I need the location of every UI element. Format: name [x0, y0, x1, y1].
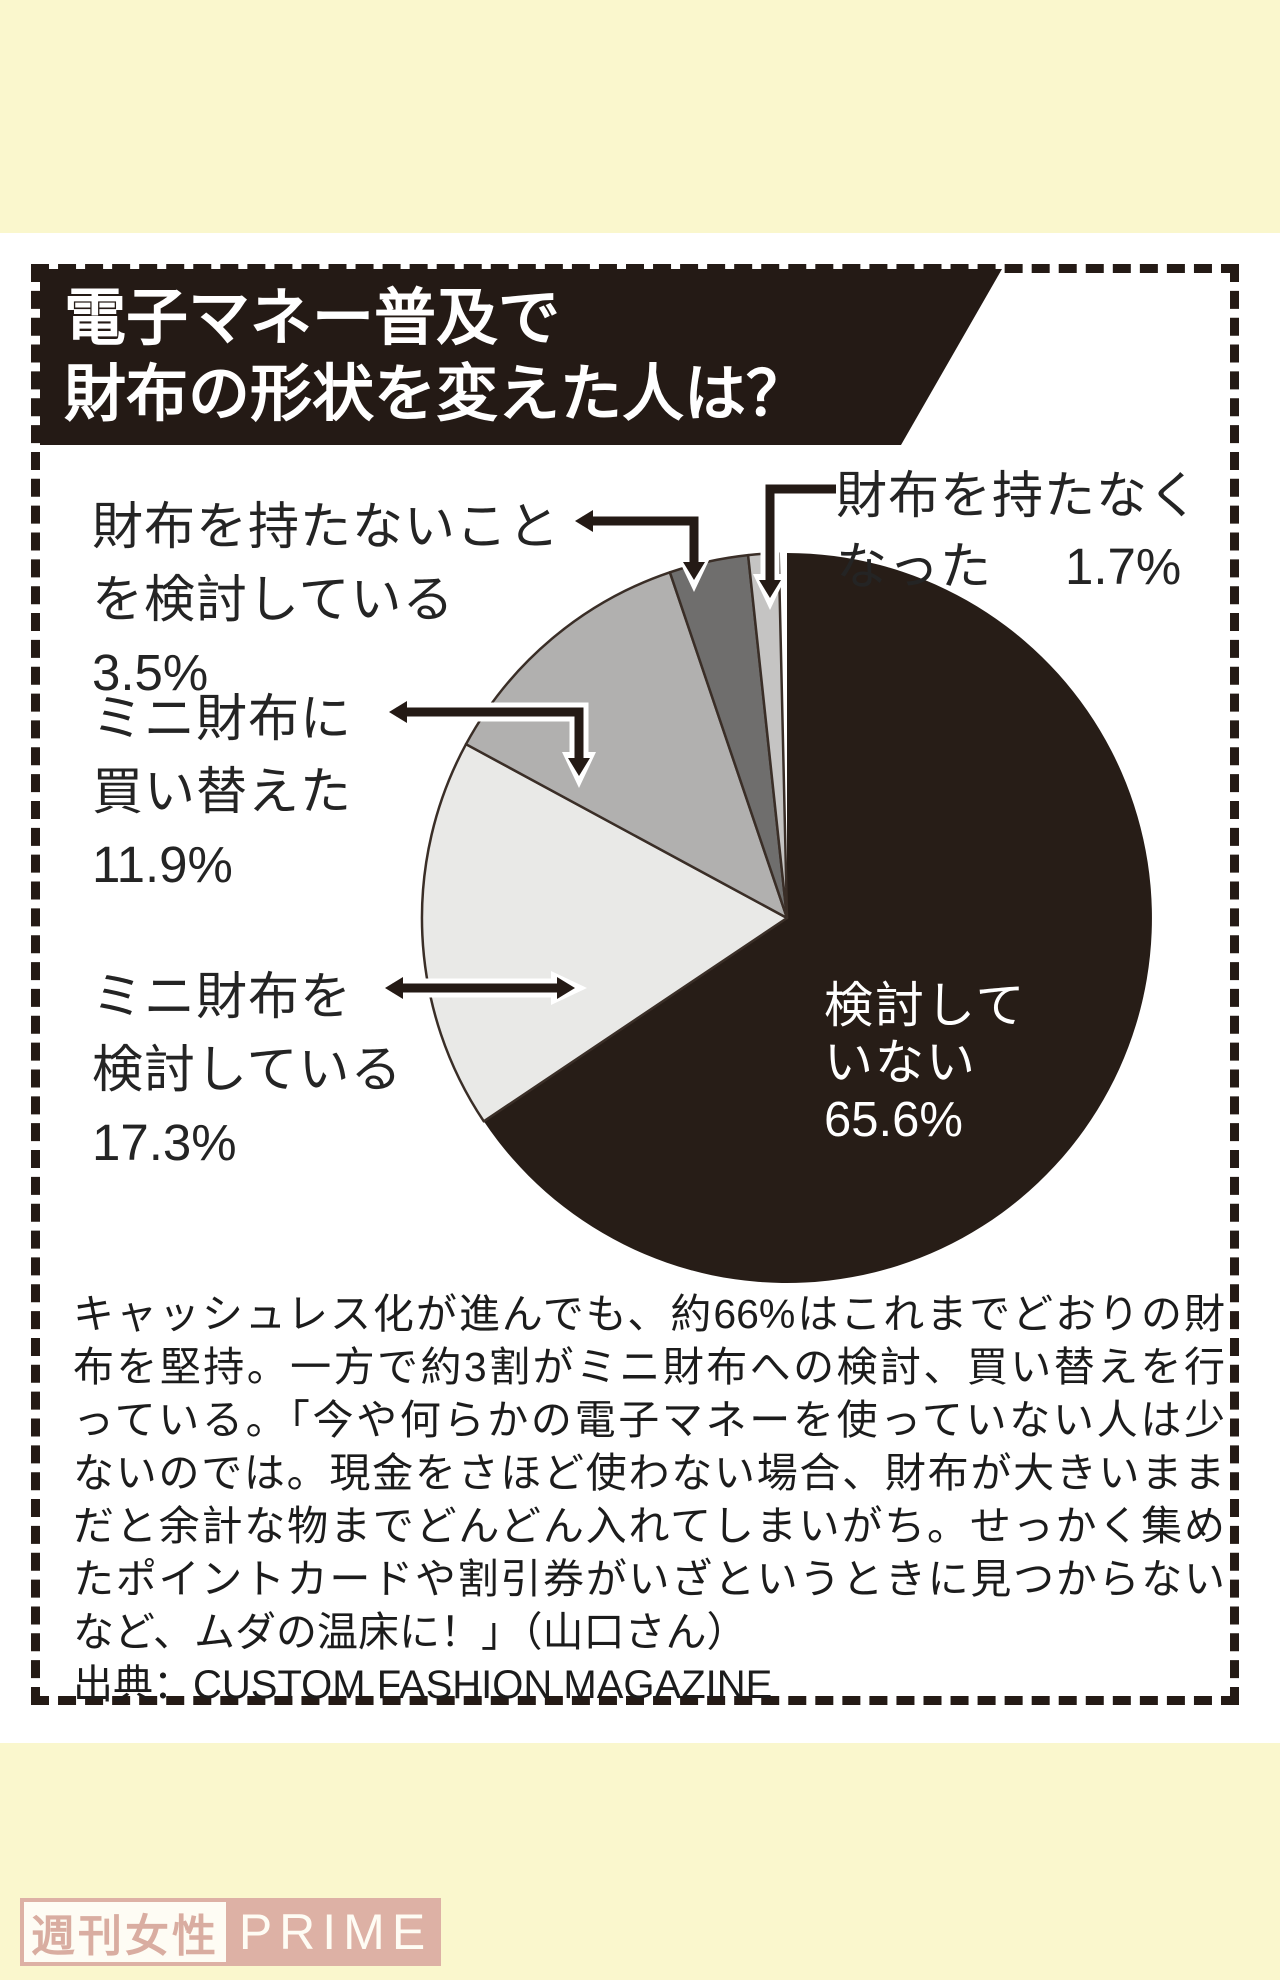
caption-line: 布を堅持。一方で約3割がミニ財布への検討、買い替えを行 [73, 1344, 1225, 1390]
label-line: を検討している [92, 571, 455, 628]
label-no-wallet-now: 財布を持たなく なった 1.7% [836, 460, 1200, 602]
dashed-border-frame [31, 264, 1239, 1705]
label-not-considering: 検討して いない 65.6% [824, 978, 1027, 1149]
label-line: 検討している [92, 1041, 403, 1098]
title-line-1: 電子マネー普及で [64, 284, 561, 353]
source-credit: 出典：CUSTOM FASHION MAGAZINE [73, 1663, 773, 1707]
label-line: 買い替えた [92, 763, 353, 820]
label-line: なった [836, 538, 993, 595]
label-line: いない [824, 1036, 978, 1090]
title-line-2: 財布の形状を変えた人は？ [64, 360, 809, 429]
logo-right-box: PRIME [230, 1898, 441, 1966]
caption-line: キャッシュレス化が進んでも、約66%はこれまでどおりの財 [73, 1291, 1225, 1337]
shukan-josei-prime-logo: 週刊女性 PRIME [20, 1898, 441, 1966]
caption-paragraph: キャッシュレス化が進んでも、約66%はこれまでどおりの財 布を堅持。一方で約3割… [73, 1288, 1225, 1712]
label-line: 検討して [824, 979, 1027, 1033]
label-value: 3.5% [92, 644, 209, 701]
caption-line: ないのでは。現金をさほど使わない場合、財布が大きいまま [73, 1450, 1225, 1496]
label-line: 財布を持たないこと [92, 498, 561, 555]
caption-line: だと余計な物までどんどん入れてしまいがち。せっかく集め [73, 1503, 1225, 1549]
label-value: 1.7% [1065, 538, 1182, 595]
label-value: 11.9% [92, 836, 233, 893]
caption-line: たポイントカードや割引券がいざというときに見つからない [73, 1556, 1225, 1602]
label-mini-considering: ミニ財布を 検討している 17.3% [92, 960, 402, 1179]
caption-line: っている。「今や何らかの電子マネーを使っていない人は少 [73, 1397, 1225, 1443]
label-value: 65.6% [824, 1093, 963, 1147]
caption-line: など、ムダの温床に！」（山口さん） [73, 1609, 748, 1655]
logo-left-box: 週刊女性 [20, 1898, 230, 1966]
label-mini-replaced: ミニ財布に 買い替えた 11.9% [92, 682, 352, 901]
title-banner: 電子マネー普及で 財布の形状を変えた人は？ [40, 269, 1002, 445]
label-no-wallet-considering: 財布を持たないこと を検討している 3.5% [92, 490, 560, 709]
label-line: ミニ財布を [92, 968, 353, 1025]
label-value: 17.3% [92, 1114, 237, 1171]
label-line: ミニ財布に [92, 690, 353, 747]
label-line: 財布を持たなく [836, 467, 1201, 524]
